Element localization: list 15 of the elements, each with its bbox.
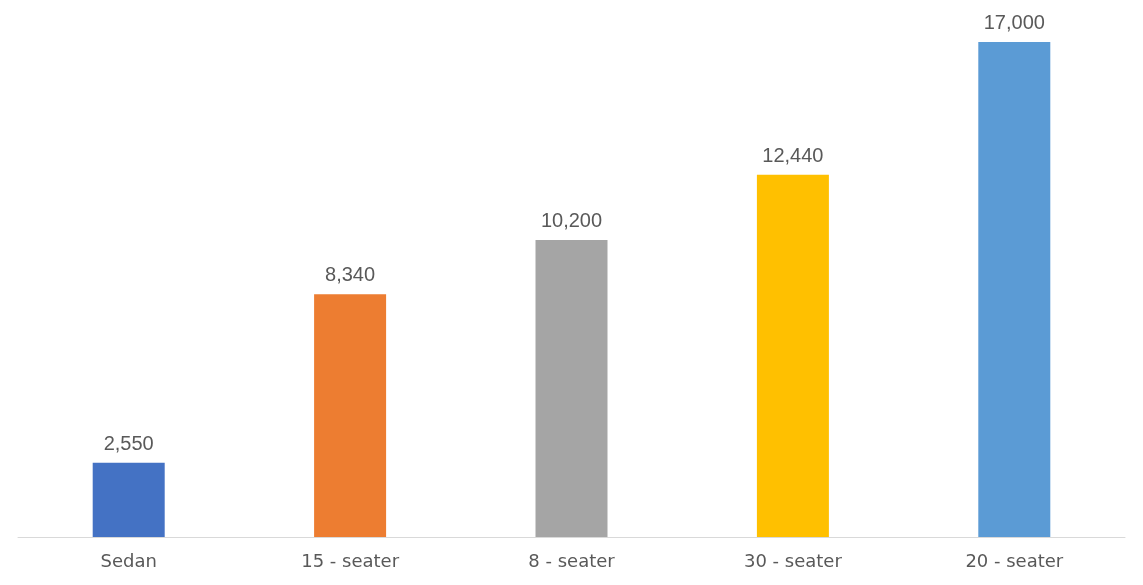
bar: [535, 240, 608, 537]
bar: [314, 294, 387, 537]
x-tick-label: 20 - seater: [965, 549, 1064, 571]
x-tick-label: 8 - seater: [528, 549, 616, 571]
data-label: 17,000: [983, 11, 1045, 33]
bar: [978, 42, 1051, 537]
x-tick-label: 30 - seater: [743, 549, 843, 571]
x-tick-label: Sedan: [100, 549, 157, 571]
bar: [756, 174, 829, 537]
bar: [92, 462, 165, 537]
x-tick-label: 15 - seater: [301, 549, 400, 571]
data-label: 10,200: [540, 209, 603, 231]
data-label: 2,550: [103, 431, 154, 454]
data-label: 8,340: [325, 263, 376, 286]
data-label: 12,440: [762, 143, 824, 166]
